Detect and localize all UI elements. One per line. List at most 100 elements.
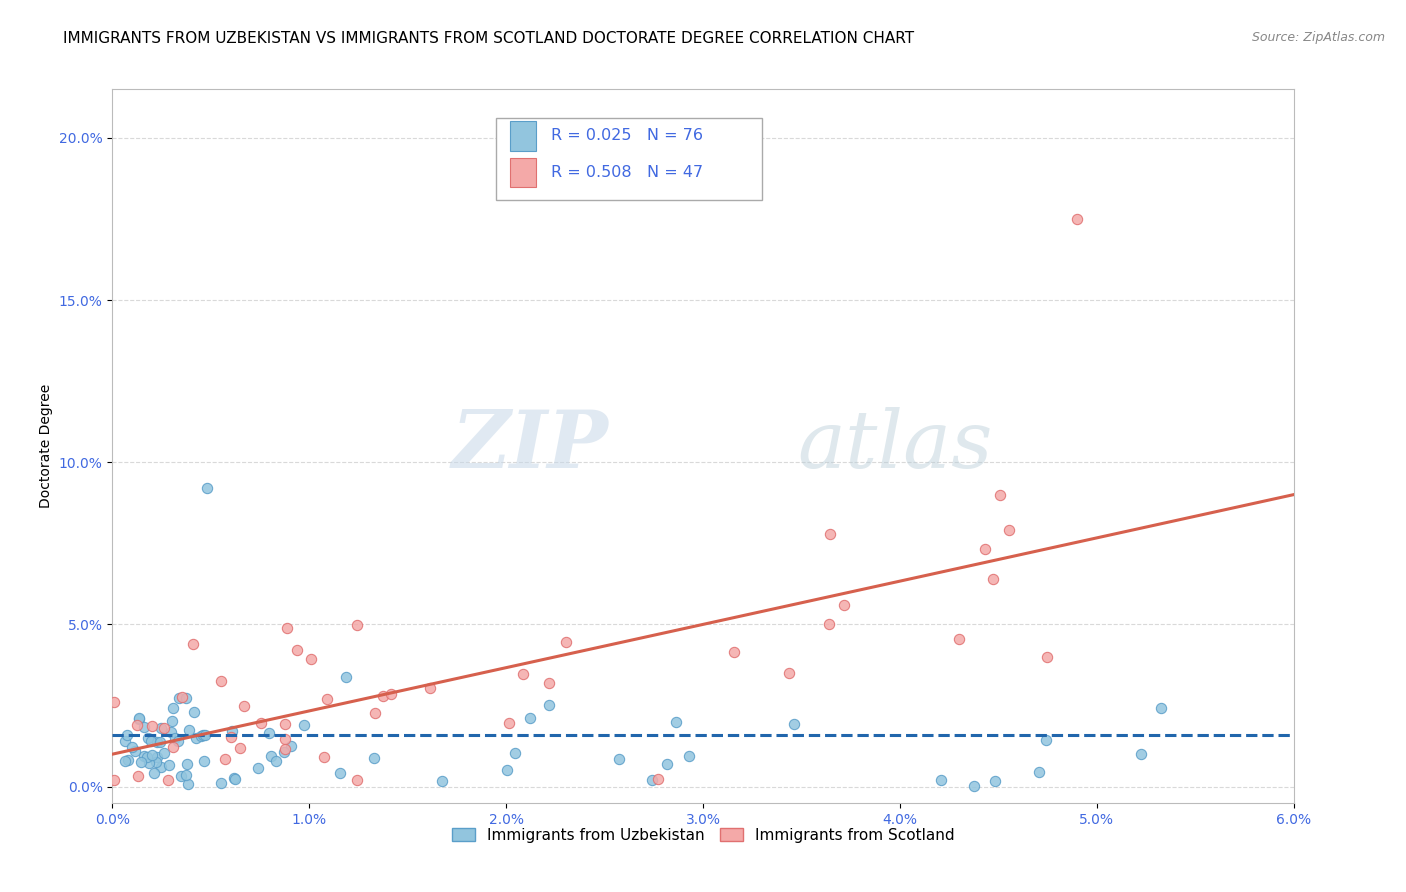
Point xyxy=(165,731,187,745)
Point xyxy=(224,772,246,787)
Point xyxy=(274,716,297,731)
Point xyxy=(495,764,517,778)
Point xyxy=(983,774,1005,789)
Point xyxy=(723,645,745,659)
Point xyxy=(1149,701,1171,715)
Point xyxy=(783,716,806,731)
Point xyxy=(128,711,150,725)
Point xyxy=(132,720,155,734)
Point xyxy=(129,756,152,770)
Point xyxy=(818,527,841,541)
Point xyxy=(655,756,678,771)
Point xyxy=(193,754,215,768)
Point xyxy=(138,756,160,771)
Point xyxy=(274,731,297,746)
Point xyxy=(195,481,218,495)
Point xyxy=(169,769,191,783)
Point xyxy=(114,734,136,748)
Point xyxy=(274,742,297,756)
Text: ZIP: ZIP xyxy=(451,408,609,484)
Point xyxy=(929,773,952,788)
Point xyxy=(973,542,995,557)
Point xyxy=(209,776,232,790)
Point xyxy=(1130,747,1153,761)
Point xyxy=(190,729,212,743)
Point xyxy=(177,723,200,737)
Text: atlas: atlas xyxy=(797,408,993,484)
Point xyxy=(665,714,688,729)
Point xyxy=(285,643,308,657)
Point xyxy=(177,777,200,791)
Bar xyxy=(510,158,537,187)
Point xyxy=(260,748,283,763)
Point xyxy=(128,712,150,726)
Point xyxy=(537,676,560,690)
Text: IMMIGRANTS FROM UZBEKISTAN VS IMMIGRANTS FROM SCOTLAND DOCTORATE DEGREE CORRELAT: IMMIGRANTS FROM UZBEKISTAN VS IMMIGRANTS… xyxy=(63,31,914,46)
Point xyxy=(818,616,841,631)
Point xyxy=(153,721,176,735)
FancyBboxPatch shape xyxy=(496,118,762,200)
Point xyxy=(146,750,169,764)
Point xyxy=(219,730,242,744)
Point xyxy=(146,735,169,749)
Point xyxy=(139,733,162,747)
Point xyxy=(371,689,394,703)
Point xyxy=(641,773,664,788)
Text: R = 0.508   N = 47: R = 0.508 N = 47 xyxy=(551,165,703,180)
Point xyxy=(160,714,183,728)
Point xyxy=(124,744,146,758)
Point xyxy=(141,718,163,732)
Point xyxy=(346,617,368,632)
Point xyxy=(211,674,233,689)
Point xyxy=(1036,649,1059,664)
Point xyxy=(184,731,207,746)
Point xyxy=(136,731,159,745)
Point xyxy=(115,728,138,742)
Point xyxy=(221,724,243,739)
Point xyxy=(121,739,143,754)
Bar xyxy=(510,120,537,151)
Point xyxy=(145,755,167,769)
Point xyxy=(537,698,560,713)
Point xyxy=(948,632,970,647)
Point xyxy=(962,779,984,793)
Point xyxy=(363,751,385,765)
Point xyxy=(498,716,520,731)
Point xyxy=(380,687,402,701)
Point xyxy=(176,756,198,771)
Point xyxy=(132,748,155,763)
Point xyxy=(176,768,198,782)
Point xyxy=(998,523,1021,537)
Point xyxy=(555,634,578,648)
Point xyxy=(1028,764,1050,779)
Point xyxy=(160,725,183,739)
Point xyxy=(647,772,669,786)
Point xyxy=(103,773,125,788)
Point xyxy=(152,746,174,760)
Point xyxy=(512,666,534,681)
Point xyxy=(346,773,368,788)
Point xyxy=(191,728,214,742)
Point xyxy=(678,749,700,764)
Point xyxy=(419,681,441,696)
Point xyxy=(246,761,269,775)
Point xyxy=(276,621,298,635)
Point xyxy=(273,745,295,759)
Legend: Immigrants from Uzbekistan, Immigrants from Scotland: Immigrants from Uzbekistan, Immigrants f… xyxy=(446,822,960,848)
Point xyxy=(166,734,188,748)
Point xyxy=(314,750,336,764)
Point xyxy=(1066,211,1088,226)
Point xyxy=(157,773,180,788)
Point xyxy=(150,760,173,774)
Point xyxy=(257,726,280,740)
Point xyxy=(503,746,526,760)
Point xyxy=(329,765,352,780)
Point xyxy=(292,718,315,732)
Point xyxy=(162,740,184,755)
Point xyxy=(335,670,357,684)
Point xyxy=(607,752,630,766)
Point xyxy=(141,747,163,762)
Text: R = 0.025   N = 76: R = 0.025 N = 76 xyxy=(551,128,703,143)
Point xyxy=(136,749,159,764)
Point xyxy=(250,715,273,730)
